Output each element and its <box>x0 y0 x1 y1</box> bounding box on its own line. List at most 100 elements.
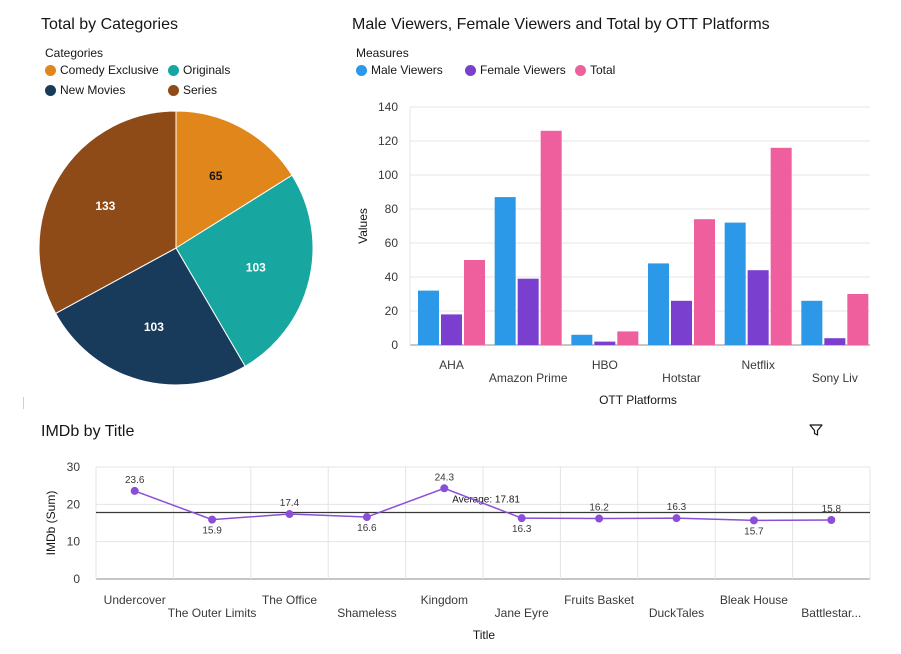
y-tick-label: 0 <box>391 338 398 352</box>
legend-swatch-icon <box>168 64 179 76</box>
data-point <box>440 484 449 493</box>
filter-icon[interactable] <box>809 423 823 437</box>
data-point <box>749 516 758 525</box>
line-chart: 0 10 20 30 Average: 17.81 23.6 15.9 17.4 16.6 24.… <box>44 460 871 642</box>
x-tick-label: The Outer Limits <box>168 606 257 620</box>
x-axis-label: OTT Platforms <box>599 393 677 407</box>
x-tick-label: The Office <box>262 593 317 607</box>
data-label: 24.3 <box>435 472 455 483</box>
bar-legend-female-viewers[interactable]: Female Viewers <box>465 63 566 77</box>
bar <box>617 331 639 345</box>
y-tick-label: 100 <box>378 168 398 182</box>
legend-label: Female Viewers <box>480 63 566 77</box>
bar <box>418 290 439 345</box>
bar-legend-title: Measures <box>356 46 409 60</box>
bar <box>770 147 792 345</box>
legend-swatch-icon <box>45 84 56 96</box>
pie-legend-comedy-exclusive[interactable]: Comedy Exclusive <box>45 63 159 77</box>
bar <box>724 222 746 345</box>
bar <box>648 263 669 345</box>
x-tick-label: Shameless <box>337 606 396 620</box>
data-label: 23.6 <box>125 475 145 486</box>
data-point <box>827 516 836 525</box>
bar-chart-title: Male Viewers, Female Viewers and Total b… <box>352 16 770 33</box>
data-label: 15.8 <box>822 504 842 515</box>
pie-legend-series[interactable]: Series <box>168 83 217 97</box>
bar <box>517 278 539 345</box>
data-point <box>130 486 139 495</box>
bar <box>464 260 485 345</box>
x-tick-label: Sony Liv <box>812 371 858 385</box>
x-tick-label: Kingdom <box>421 593 468 607</box>
x-tick-label: Amazon Prime <box>489 371 568 385</box>
legend-label: Comedy Exclusive <box>60 63 159 77</box>
bar <box>594 341 616 345</box>
y-axis-label: IMDb (Sum) <box>44 491 58 556</box>
pie-slice <box>175 174 314 367</box>
legend-label: Total <box>590 63 616 77</box>
pie-slice <box>54 247 246 386</box>
bar <box>441 314 462 345</box>
y-tick-label: 30 <box>67 460 81 474</box>
average-label: Average: 17.81 <box>452 495 520 506</box>
x-axis-label: Title <box>473 628 496 642</box>
bar <box>747 270 769 345</box>
data-point <box>517 514 526 523</box>
x-tick-label: Battlestar... <box>801 606 861 620</box>
legend-swatch-icon <box>465 64 476 76</box>
x-tick-label: Fruits Basket <box>564 593 635 607</box>
pie-legend-title: Categories <box>45 46 104 60</box>
x-tick-label: AHA <box>439 358 464 372</box>
line-chart-title: IMDb by Title <box>41 423 135 440</box>
legend-label: New Movies <box>60 83 126 97</box>
bar-legend-male-viewers[interactable]: Male Viewers <box>356 63 443 77</box>
pie-legend-new-movies[interactable]: New Movies <box>45 83 125 97</box>
y-tick-label: 140 <box>378 100 398 114</box>
data-label: 16.3 <box>512 524 532 535</box>
pie-legend-originals[interactable]: Originals <box>168 63 230 77</box>
bar <box>671 300 692 345</box>
x-tick-label: Jane Eyre <box>495 606 549 620</box>
x-tick-label: HBO <box>592 358 618 372</box>
x-tick-label: Netflix <box>741 358 774 372</box>
legend-label: Male Viewers <box>371 63 443 77</box>
data-point <box>208 515 217 524</box>
x-tick-label: DuckTales <box>649 606 704 620</box>
x-tick-label: Undercover <box>104 593 166 607</box>
y-tick-label: 20 <box>385 304 399 318</box>
bar <box>494 197 516 345</box>
legend-label: Originals <box>183 63 231 77</box>
y-tick-label: 60 <box>385 236 399 250</box>
y-tick-label: 40 <box>385 270 399 284</box>
bar <box>847 294 869 345</box>
pie-chart-title: Total by Categories <box>41 16 178 33</box>
data-label: 16.2 <box>589 503 609 514</box>
data-point <box>362 513 371 522</box>
pie-slice-label: 103 <box>144 320 164 334</box>
bar-chart: 0 20 40 60 80 100 120 140 AHA Amazon Prime HBO Hots… <box>356 100 870 407</box>
x-tick-label: Bleak House <box>720 593 788 607</box>
x-tick-label: Hotstar <box>662 371 701 385</box>
legend-swatch-icon <box>575 64 586 76</box>
pie-slice-label: 65 <box>209 169 223 183</box>
pie-chart: 65 103 103 133 <box>38 110 314 386</box>
y-tick-label: 10 <box>67 535 81 549</box>
y-tick-label: 80 <box>385 202 399 216</box>
bar <box>824 338 846 345</box>
bar <box>571 334 593 345</box>
pie-slice <box>38 110 177 315</box>
data-label: 16.3 <box>667 502 687 513</box>
legend-label: Series <box>183 83 218 97</box>
data-point <box>595 514 604 523</box>
bar-legend-total[interactable]: Total <box>575 63 615 77</box>
data-label: 16.6 <box>357 523 377 534</box>
legend-swatch-icon <box>168 84 179 96</box>
y-tick-label: 0 <box>73 572 80 586</box>
y-axis-label: Values <box>356 208 370 244</box>
data-point <box>285 510 294 519</box>
y-tick-label: 120 <box>378 134 398 148</box>
legend-swatch-icon <box>45 64 56 76</box>
bar <box>540 130 562 345</box>
data-label: 17.4 <box>280 498 300 509</box>
panel-divider <box>23 397 24 409</box>
